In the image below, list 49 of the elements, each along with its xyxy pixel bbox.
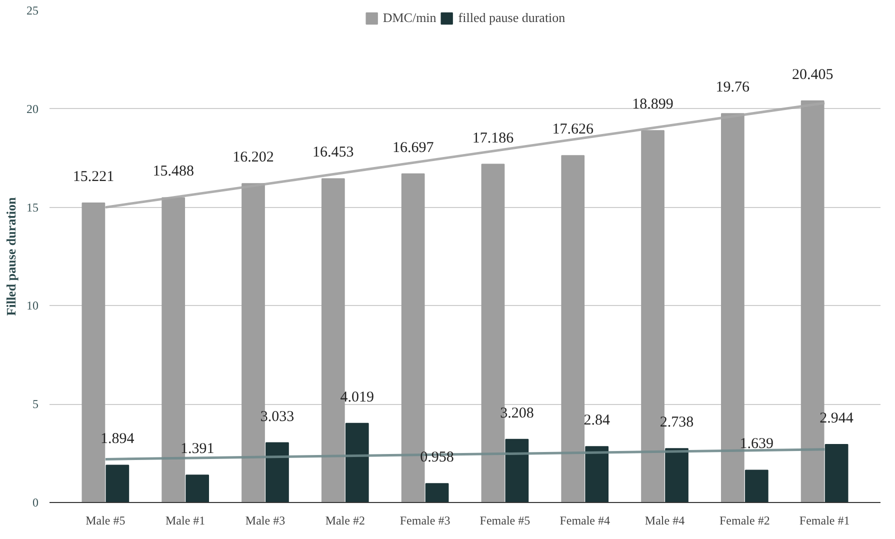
bar: [585, 446, 609, 502]
bar: [505, 438, 529, 502]
y-tick-label: 15: [26, 200, 38, 214]
y-tick-label: 10: [26, 298, 38, 313]
x-tick-label: Male #2: [325, 514, 365, 528]
x-tick-label: Female #4: [560, 514, 610, 528]
bar: [744, 470, 768, 502]
x-tick-label: Male #5: [86, 514, 126, 528]
data-label: 17.186: [472, 130, 514, 146]
data-label: 16.453: [312, 144, 354, 161]
data-label: 15.488: [152, 164, 194, 180]
x-tick-label: Female #5: [480, 514, 530, 528]
data-label: 3.033: [260, 408, 294, 425]
legend-label: DMC/min: [382, 10, 436, 26]
bar: [665, 448, 688, 502]
bar: [106, 464, 130, 502]
y-axis-title: Filled pause duration: [4, 196, 18, 316]
data-label: 1.639: [740, 436, 774, 452]
data-label: 20.405: [792, 66, 834, 83]
data-label: 1.391: [180, 441, 214, 458]
data-label: 1.894: [100, 431, 135, 448]
x-tick-label: Male #4: [644, 514, 685, 528]
y-tick-label: 5: [32, 397, 38, 412]
bar: [266, 442, 289, 502]
y-tick-label: 0: [32, 496, 38, 510]
bar: [425, 483, 449, 502]
bar: [345, 422, 369, 502]
x-tick-label: Female #3: [400, 514, 450, 528]
y-tick-label: 20: [26, 102, 38, 116]
data-label: 15.221: [72, 168, 114, 185]
data-label: 2.738: [660, 414, 694, 431]
y-tick-label: 25: [26, 4, 38, 18]
x-tick-label: Female #2: [720, 514, 770, 528]
data-label: 2.944: [820, 410, 854, 427]
data-label: 2.84: [584, 412, 610, 429]
x-tick-label: Female #1: [799, 514, 850, 528]
data-label: 19.76: [716, 80, 750, 96]
data-label: 4.019: [340, 389, 374, 406]
bar: [561, 155, 585, 502]
data-label: 18.899: [632, 96, 674, 113]
bar: [824, 444, 848, 502]
data-label: 16.202: [232, 150, 274, 166]
x-tick-label: Male #3: [245, 514, 286, 528]
bar: [186, 474, 210, 502]
x-tick-label: Male #1: [166, 514, 206, 528]
data-label: 16.697: [392, 140, 434, 156]
legend-label: filled pause duration: [458, 10, 566, 26]
data-label: 17.626: [552, 122, 594, 138]
data-label: 3.208: [500, 405, 534, 422]
